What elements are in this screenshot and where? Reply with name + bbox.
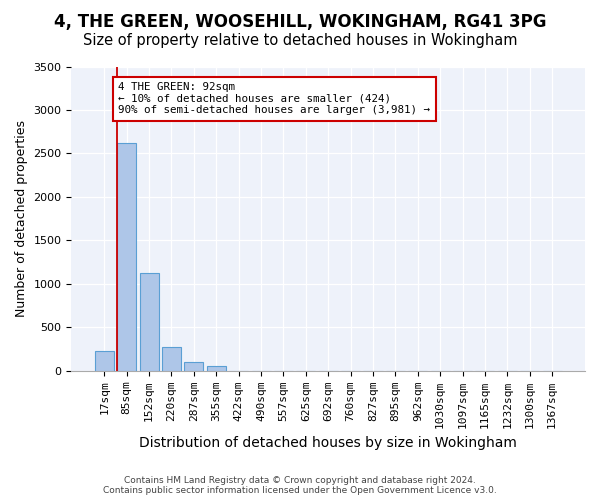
Text: Contains HM Land Registry data © Crown copyright and database right 2024.
Contai: Contains HM Land Registry data © Crown c…	[103, 476, 497, 495]
X-axis label: Distribution of detached houses by size in Wokingham: Distribution of detached houses by size …	[139, 436, 517, 450]
Bar	[140, 274, 158, 370]
Bar	[95, 350, 114, 370]
Bar	[162, 347, 181, 370]
Text: 4, THE GREEN, WOOSEHILL, WOKINGHAM, RG41 3PG: 4, THE GREEN, WOOSEHILL, WOKINGHAM, RG41…	[54, 12, 546, 30]
Text: Size of property relative to detached houses in Wokingham: Size of property relative to detached ho…	[83, 32, 517, 48]
Y-axis label: Number of detached properties: Number of detached properties	[15, 120, 28, 317]
Bar	[184, 362, 203, 370]
Bar	[117, 143, 136, 370]
Text: 4 THE GREEN: 92sqm
← 10% of detached houses are smaller (424)
90% of semi-detach: 4 THE GREEN: 92sqm ← 10% of detached hou…	[118, 82, 430, 116]
Bar	[207, 366, 226, 370]
